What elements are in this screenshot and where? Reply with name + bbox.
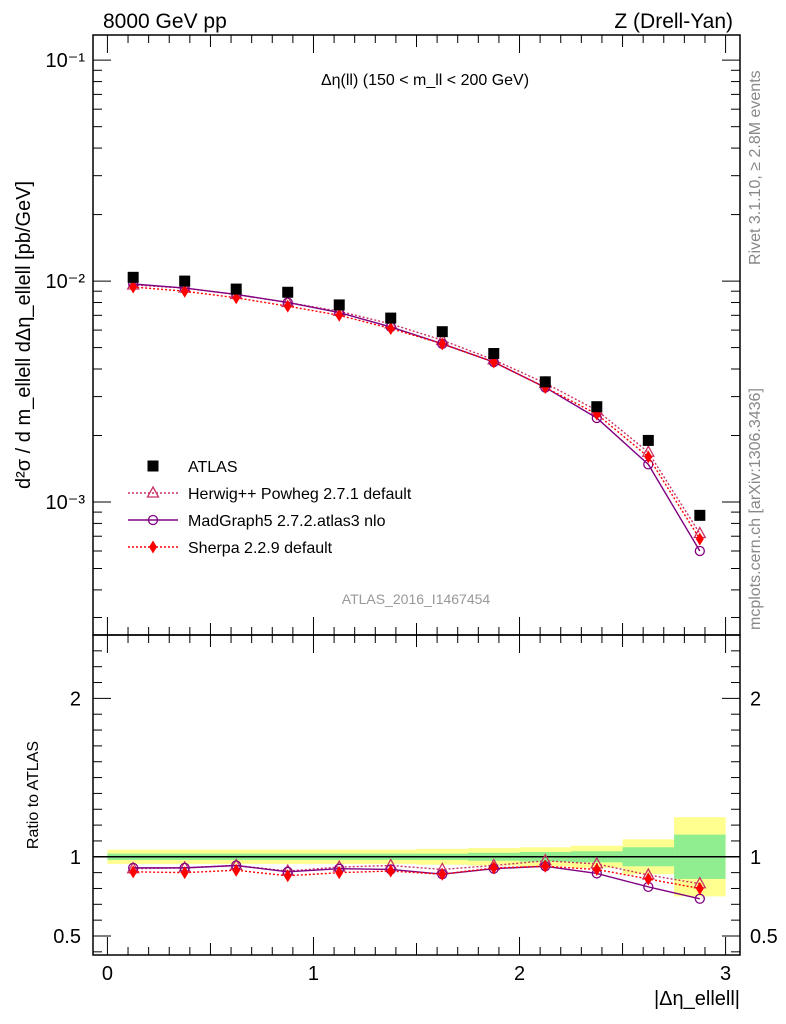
data-point [283, 299, 292, 313]
ratio-point [592, 862, 601, 876]
main-plot-area: 10⁻³ 10⁻² 10⁻¹ [46, 35, 740, 635]
analysis-watermark: ATLAS_2016_I1467454 [342, 591, 491, 607]
ratio-point [438, 867, 447, 881]
legend-label: ATLAS [188, 459, 238, 476]
data-point [642, 434, 654, 446]
ratio-point [541, 859, 550, 873]
data-point [335, 308, 344, 322]
series-line [133, 286, 701, 540]
ratio-y-tick-label: 0.5 [750, 926, 778, 948]
legend: ATLAS Herwig++ Powheg 2.7.1 default MadGra… [128, 459, 412, 557]
ratio-panel-frame [92, 634, 741, 956]
ratio-point [695, 881, 704, 895]
data-point [539, 376, 551, 388]
ratio-y-tick-label: 2 [70, 688, 81, 710]
rivet-label: Rivet 3.1.10, ≥ 2.8M events [747, 70, 764, 265]
ratio-point [180, 866, 189, 880]
main-y-axis-label: d²σ / d m_ellell dΔη_ellell [pb/GeV] [13, 181, 35, 489]
ratio-point [129, 865, 138, 879]
ratio-point [232, 863, 241, 877]
data-point [129, 280, 138, 294]
data-point [127, 271, 139, 283]
ratio-series-line [133, 860, 700, 885]
legend-marker [147, 460, 159, 472]
legend-label: MadGraph5 2.7.2.atlas3 nlo [188, 513, 386, 530]
ratio-point [335, 866, 344, 880]
legend-marker [147, 514, 159, 526]
data-point [436, 326, 448, 338]
data-point [694, 509, 706, 521]
data-point [385, 312, 397, 324]
header-left-label: 8000 GeV pp [103, 10, 227, 33]
data-point [438, 337, 447, 351]
ratio-point [283, 869, 292, 883]
data-point [333, 299, 345, 311]
legend-label: Sherpa 2.2.9 default [188, 540, 333, 557]
data-point [282, 286, 294, 298]
legend-marker [149, 540, 157, 554]
legend-marker [146, 485, 160, 498]
header-right-label: Z (Drell-Yan) [614, 10, 733, 33]
ratio-y-tick-label: 2 [750, 688, 761, 710]
ratio-point [644, 872, 653, 886]
main-plot-title: Δη(ll) (150 < m_ll < 200 GeV) [321, 72, 529, 89]
x-tick-label: 1 [308, 963, 319, 985]
data-point [230, 283, 242, 295]
x-tick-label: 0 [102, 963, 113, 985]
ratio-y-tick-label: 0.5 [53, 926, 81, 948]
mcplots-label: mcplots.cern.ch [arXiv:1306.3436] [747, 388, 764, 630]
y-tick-label: 10⁻² [46, 271, 86, 293]
data-point [644, 450, 653, 464]
data-point [386, 322, 395, 336]
ratio-point [386, 864, 395, 878]
data-point [695, 532, 704, 546]
ratio-series-line [133, 865, 700, 890]
data-point [694, 545, 705, 557]
ratio-point [489, 861, 498, 875]
ratio-series-line [133, 864, 700, 900]
ratio-y-tick-label: 1 [70, 847, 81, 869]
series-line [133, 283, 701, 552]
legend-label: Herwig++ Powheg 2.7.1 default [188, 486, 412, 503]
data-point [488, 348, 500, 360]
ratio-y-tick-label: 1 [750, 847, 761, 869]
x-tick-label: 2 [514, 963, 525, 985]
y-tick-label: 10⁻³ [46, 492, 86, 514]
x-axis-label: |Δη_ellell| [654, 988, 740, 1010]
y-tick-label: 10⁻¹ [46, 50, 86, 72]
data-point [180, 284, 189, 298]
data-point [179, 275, 191, 287]
x-tick-label: 3 [720, 963, 731, 985]
ratio-y-axis-label: Ratio to ATLAS [25, 741, 42, 849]
ratio-plot-area: 0 1 2 3 0.5 0.5 1 1 2 2 [53, 635, 778, 985]
data-point [591, 401, 603, 413]
